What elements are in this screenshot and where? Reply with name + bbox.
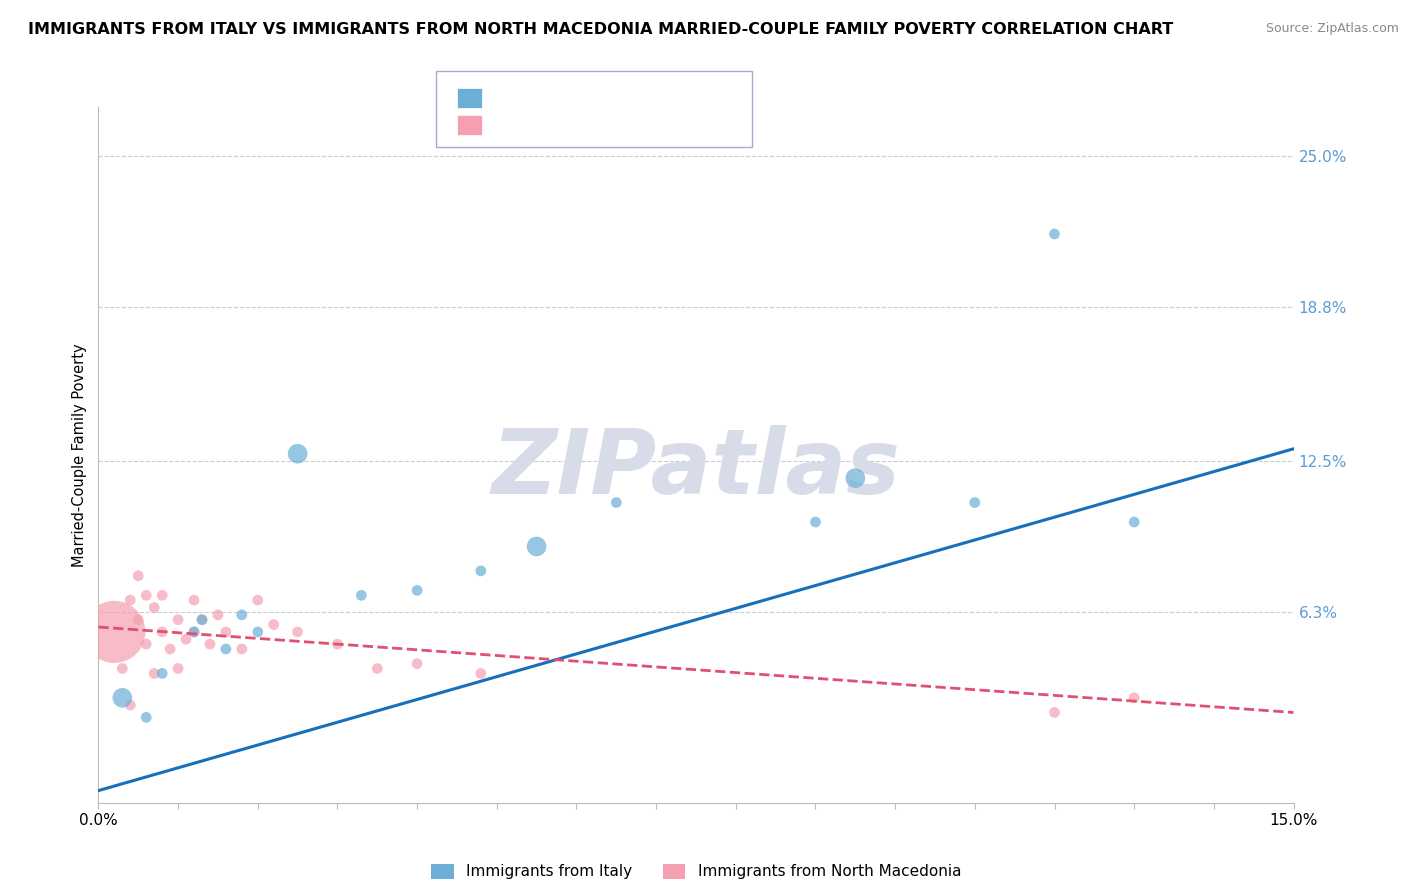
Point <box>366 661 388 675</box>
Point <box>406 657 429 671</box>
Point <box>127 613 149 627</box>
Text: ZIPatlas: ZIPatlas <box>492 425 900 513</box>
Point <box>111 661 134 675</box>
Point <box>804 515 827 529</box>
Point <box>1043 227 1066 241</box>
Point <box>215 642 238 657</box>
Point <box>159 642 181 657</box>
Point <box>167 613 190 627</box>
Point <box>127 568 149 582</box>
Point <box>350 588 373 602</box>
Point <box>135 637 157 651</box>
Point <box>150 666 173 681</box>
Point <box>1123 515 1146 529</box>
Point <box>963 495 986 509</box>
Point <box>1123 690 1146 705</box>
Point <box>143 600 166 615</box>
Point <box>183 624 205 639</box>
Point <box>470 666 492 681</box>
Point <box>231 642 253 657</box>
Point <box>263 617 285 632</box>
Point <box>174 632 197 647</box>
Text: R = -0.054   N = 32: R = -0.054 N = 32 <box>494 118 644 132</box>
Point <box>215 624 238 639</box>
Point <box>183 624 205 639</box>
Point <box>135 710 157 724</box>
Point <box>326 637 349 651</box>
Point <box>246 593 269 607</box>
Point <box>1043 706 1066 720</box>
Point <box>191 613 214 627</box>
Point <box>150 624 173 639</box>
Point <box>605 495 627 509</box>
Legend: Immigrants from Italy, Immigrants from North Macedonia: Immigrants from Italy, Immigrants from N… <box>425 857 967 886</box>
Point <box>287 447 309 461</box>
Point <box>191 613 214 627</box>
Text: Source: ZipAtlas.com: Source: ZipAtlas.com <box>1265 22 1399 36</box>
Point <box>103 624 125 639</box>
Text: IMMIGRANTS FROM ITALY VS IMMIGRANTS FROM NORTH MACEDONIA MARRIED-COUPLE FAMILY P: IMMIGRANTS FROM ITALY VS IMMIGRANTS FROM… <box>28 22 1174 37</box>
Y-axis label: Married-Couple Family Poverty: Married-Couple Family Poverty <box>72 343 87 566</box>
Point <box>135 588 157 602</box>
Point <box>183 593 205 607</box>
Point <box>406 583 429 598</box>
Point <box>167 661 190 675</box>
Point <box>287 624 309 639</box>
Point <box>143 666 166 681</box>
Point <box>111 690 134 705</box>
Point <box>198 637 221 651</box>
Point <box>231 607 253 622</box>
Point <box>207 607 229 622</box>
Point <box>150 588 173 602</box>
Point <box>120 593 142 607</box>
Point <box>470 564 492 578</box>
Text: R =  0.498   N = 19: R = 0.498 N = 19 <box>494 91 643 105</box>
Point <box>844 471 866 485</box>
Point <box>120 698 142 713</box>
Point <box>526 540 548 554</box>
Point <box>246 624 269 639</box>
